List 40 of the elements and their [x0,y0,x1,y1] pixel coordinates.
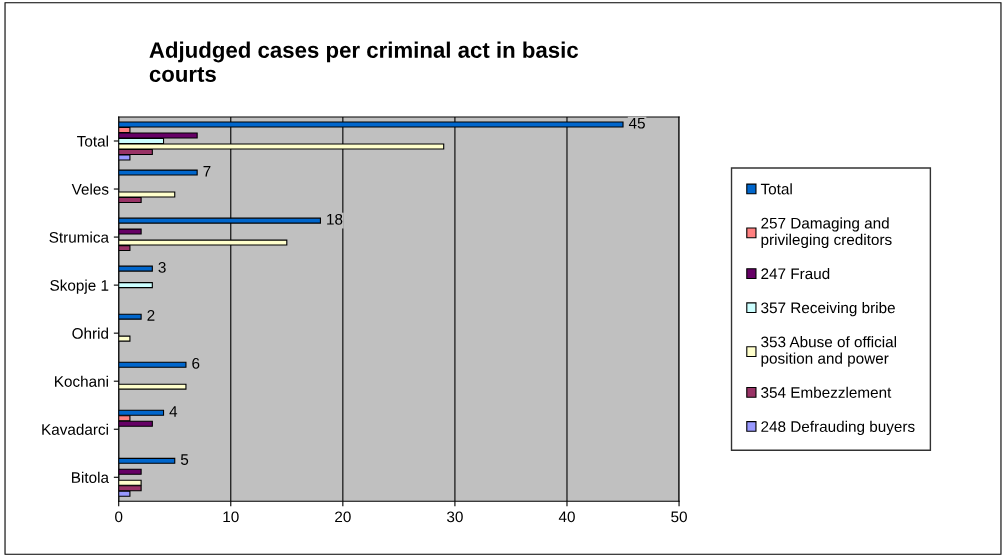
x-tick-label: 30 [447,511,463,523]
bar [118,335,131,342]
y-tick-label: Bitola [72,471,109,483]
legend-label: 247 Fraud [761,267,830,280]
data-label: 4 [169,406,178,417]
data-label: 45 [628,117,645,129]
y-tick-label: Kavadarci [42,423,108,435]
y-tick-label: Ohrid [72,327,108,339]
y-tick-label: Skopje 1 [50,279,109,294]
bar [118,265,153,272]
legend-label: 353 Abuse of official position and power [761,336,896,367]
legend-label: 248 Defrauding buyers [761,420,915,436]
x-tick-label: 0 [115,511,123,523]
data-label: 6 [192,358,200,369]
bar [118,361,187,368]
x-tick-label: 20 [335,511,351,523]
x-tick-label: 40 [558,511,575,523]
y-tick-label: Total [77,135,108,147]
y-tick-label: Strumica [49,231,109,243]
data-label: 2 [147,309,155,321]
legend-label: Total [760,183,792,195]
data-label: 18 [327,213,343,225]
bar [118,383,187,390]
legend-label: 354 Embezzlement [761,386,892,398]
y-tick-label: Veles [71,183,109,195]
x-tick-label: 50 [671,511,687,523]
data-label: 5 [180,454,189,465]
legend-label: 257 Damaging and privileging creditors [761,217,892,249]
bar [118,457,176,464]
bar [118,169,198,176]
bar [118,313,142,320]
x-tick-label: 10 [223,511,239,523]
chart-title: Adjudged cases per criminal act in basic courts [149,41,579,82]
bar [118,468,142,475]
data-label: 7 [203,166,211,177]
legend-label: 357 Receiving bribe [761,302,895,317]
bar [118,228,142,235]
y-tick-label: Kochani [55,375,108,387]
data-label: 3 [158,261,166,273]
bar [118,282,153,289]
